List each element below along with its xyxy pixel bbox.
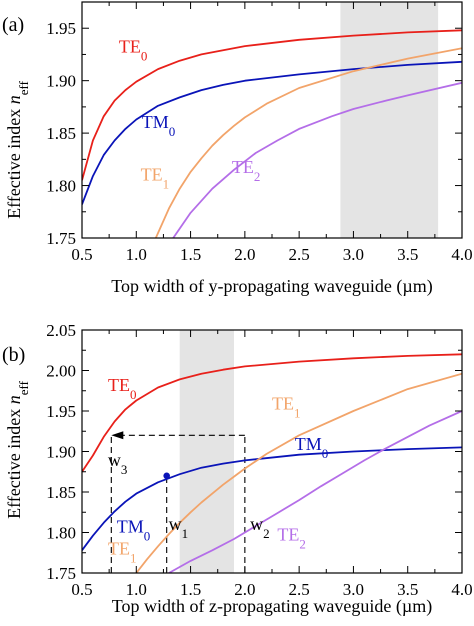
panel-a-series-label-tm0: TM0 (142, 112, 176, 139)
panel-b-series-label-2-te1: TE1 (108, 538, 137, 565)
panel-a-ytick-label: 1.85 (46, 124, 76, 143)
panel-b-xtick-label: 4.0 (451, 580, 472, 599)
panel-b-annotation-label-w2: w2 (250, 514, 270, 541)
panel-b-x-axis-title: Top width of z-propagating waveguide (µm… (112, 596, 433, 617)
panel-b-series-label-te0: TE0 (108, 375, 137, 402)
panel-b-series-label-te1-main: TE (272, 393, 294, 413)
panel-b-y-axis-title-main: Effective index (4, 404, 24, 519)
panel-b-marker-point (163, 472, 170, 480)
panel-b-annotation-label-w1: w1 (169, 514, 189, 541)
panel-b-xtick-label: 0.5 (71, 580, 92, 599)
panel-b-series-label-tm0-main: TM (295, 434, 322, 454)
panel-a-series-line-te0 (82, 29, 462, 181)
panel-a-ytick-label: 1.95 (46, 19, 76, 38)
panel-b-ytick-label: 2.05 (46, 321, 76, 340)
panel-b-series-label-2-te1-sub: 1 (130, 550, 137, 565)
panel-b-panel-label: (b) (2, 344, 25, 366)
panel-b-annotation-label-w1-main: w (169, 514, 182, 534)
panel-b-y-axis-title-sub: eff (16, 380, 31, 395)
panel-a-xtick-label: 3.5 (397, 245, 418, 264)
panel-a-series-label-te2-main: TE (232, 157, 254, 177)
panel-b-ytick-label: 1.85 (46, 483, 76, 502)
panel-b-ticks (81, 329, 463, 574)
panel-b-annotation-label-w2-main: w (250, 514, 263, 534)
panel-b-xtick-label: 2.5 (289, 580, 310, 599)
panel-a-series-label-tm0-main: TM (142, 112, 169, 132)
panel-a-series-label-te0-sub: 0 (141, 48, 148, 63)
panel-b-series-label-te0-sub: 0 (130, 386, 137, 401)
panel-b-series-label-2-tm0-main: TM (117, 517, 144, 537)
panel-b-series-label-2-te1-main: TE (108, 538, 130, 558)
panel-b-series-label-te2: TE2 (277, 525, 306, 552)
panel-a-y-axis-title-n: n (4, 95, 24, 104)
panel-b-ytick-label: 1.90 (46, 443, 76, 462)
panel-b-series-label-tm0: TM0 (295, 434, 329, 461)
panel-a-y-axis-title-main: Effective index (4, 104, 24, 219)
panel-b-plot-area (82, 353, 462, 573)
panel-a-series-line-tm0 (82, 60, 462, 205)
panel-b-series-label-tm0-sub: 0 (322, 445, 329, 460)
panel-a-panel-label: (a) (2, 14, 24, 36)
panel-b-series-label-2-tm0-sub: 0 (144, 528, 151, 543)
panel-b-series-line-te0 (82, 353, 462, 473)
panel-b-xtick-label: 1.0 (126, 580, 147, 599)
panel-b-y-axis-title-n: n (4, 395, 24, 404)
panel-a-series-label-te2: TE2 (232, 157, 260, 184)
panel-a-y-axis-title: Effective index neff (4, 80, 31, 218)
panel-b-xtick-label: 3.0 (343, 580, 364, 599)
panel-a-series-label-te1-sub: 1 (163, 176, 170, 191)
panel-b-y-axis-title: Effective index neff (4, 380, 31, 518)
panel-a-xtick-label: 4.0 (451, 245, 472, 264)
panel-a-xtick-label: 0.5 (71, 245, 92, 264)
panel-a: 0.5 1.0 1.5 2.0 2.5 3.0 3.5 4.0 1.75 1.80 1.85 1.90… (2, 1, 473, 297)
panel-a-series-label-te0-main: TE (119, 36, 141, 56)
panel-a-series-label-te1: TE1 (141, 164, 170, 191)
panel-a-xtick-label: 1.0 (126, 245, 147, 264)
panel-b-annotation-label-w3: w3 (108, 450, 128, 477)
panel-b-annotation-label-w3-main: w (108, 450, 121, 470)
panel-b-arrow-head (111, 431, 124, 440)
panel-a-series-label-te2-sub: 2 (254, 168, 260, 183)
panel-b-xtick-label: 2.0 (234, 580, 255, 599)
panel-a-xtick-label: 3.0 (343, 245, 364, 264)
panel-b-annotation-label-w3-sub: 3 (121, 462, 128, 477)
panel-b-series-line-te2 (168, 410, 462, 573)
panel-b-series-label-te1: TE1 (272, 393, 301, 420)
panel-a-ytick-label: 1.75 (46, 229, 76, 248)
panel-b-series-label-2-tm0: TM0 (117, 517, 151, 544)
panel-b-annotation-label-w1-sub: 1 (182, 526, 189, 541)
panel-b-series-line-tm0 (82, 446, 462, 551)
panel-a-shaded-region (340, 2, 439, 238)
panel-a-series-label-te0: TE0 (119, 36, 147, 63)
panel-b: 0.5 1.0 1.5 2.0 2.5 3.0 3.5 4.0 1.75 1.80 1.85 1.90… (2, 321, 473, 617)
panel-b-annotation-label-w2-sub: 2 (263, 526, 270, 541)
panel-b-series-line-te1 (135, 372, 462, 573)
panel-a-ticks (81, 1, 463, 239)
panel-a-series-label-te1-main: TE (141, 164, 163, 184)
panel-b-xtick-label: 1.5 (180, 580, 201, 599)
panel-b-series-label-te1-sub: 1 (294, 405, 301, 420)
panel-b-series-label-te0-main: TE (108, 375, 130, 395)
panel-a-xtick-label: 2.5 (289, 245, 310, 264)
panel-a-plot-area (82, 29, 462, 238)
panel-b-ytick-label: 1.75 (46, 564, 76, 583)
panel-a-series-line-te1 (154, 47, 462, 238)
panel-b-shaded-region (179, 330, 234, 573)
panel-a-x-axis-title: Top width of y-propagating waveguide (µm… (111, 276, 433, 297)
panel-a-xtick-label: 2.0 (234, 245, 255, 264)
panel-a-ytick-label: 1.90 (46, 72, 76, 91)
panel-b-series-label-te2-main: TE (277, 525, 299, 545)
panel-a-series-line-te2 (172, 81, 462, 238)
panel-b-ytick-label: 1.95 (46, 402, 76, 421)
panel-a-ytick-label: 1.80 (46, 177, 76, 196)
panel-a-series-label-tm0-sub: 0 (169, 123, 176, 138)
panel-b-ytick-label: 1.80 (46, 524, 76, 543)
panel-b-ytick-label: 2.00 (46, 362, 76, 381)
panel-a-xtick-label: 1.5 (180, 245, 201, 264)
panel-b-series-label-te2-sub: 2 (299, 536, 306, 551)
panel-b-xtick-label: 3.5 (397, 580, 418, 599)
panel-a-y-axis-title-sub: eff (16, 80, 31, 95)
